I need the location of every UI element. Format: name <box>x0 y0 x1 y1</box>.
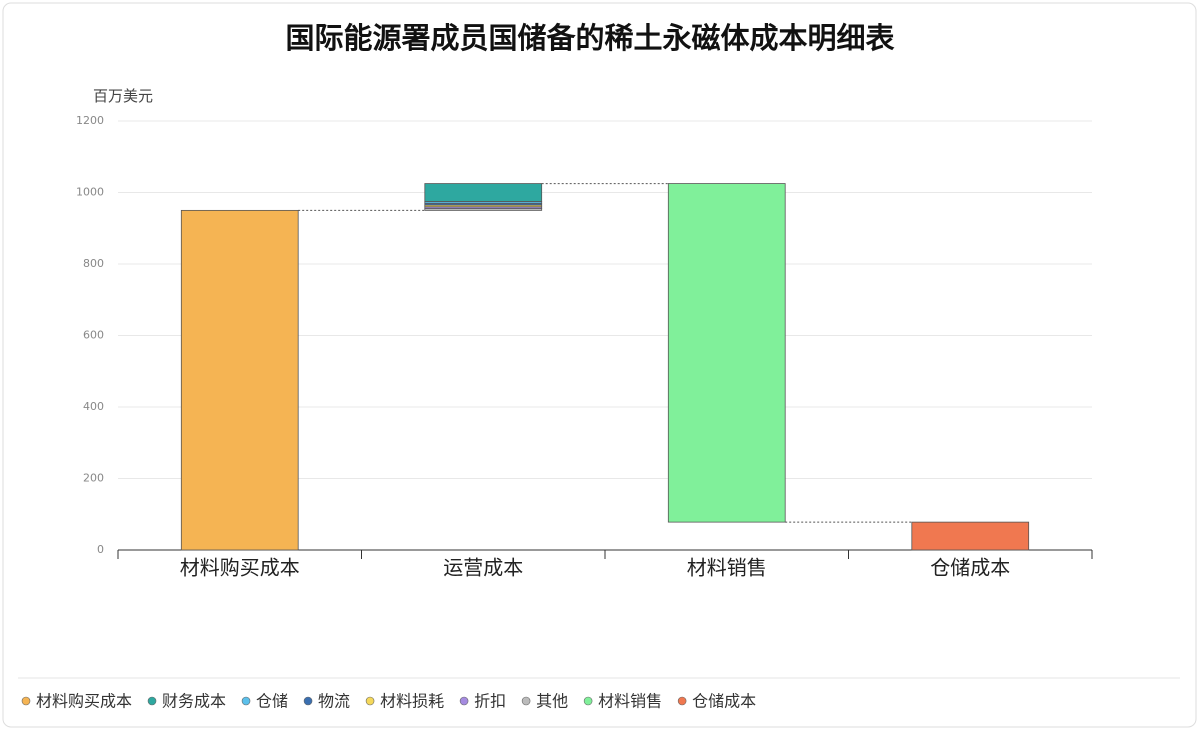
x-tick-label: 运营成本 <box>443 556 523 580</box>
bar <box>667 183 786 523</box>
legend-marker <box>677 696 687 706</box>
legend-label: 仓储 <box>256 692 288 711</box>
bar <box>911 521 1030 551</box>
legend-marker <box>583 696 593 706</box>
y-tick-label: 800 <box>83 257 104 270</box>
y-axis-label: 百万美元 <box>93 87 153 105</box>
legend-label: 材料购买成本 <box>36 692 132 711</box>
legend-label: 仓储成本 <box>692 692 756 711</box>
x-tick-label: 材料购买成本 <box>180 556 300 580</box>
legend-marker <box>365 696 375 706</box>
y-tick-label: 1200 <box>76 114 104 127</box>
legend-marker <box>147 696 157 706</box>
legend-label: 折扣 <box>474 692 506 711</box>
bar <box>180 209 299 551</box>
x-tick-label: 材料销售 <box>687 556 767 580</box>
legend-marker <box>521 696 531 706</box>
legend-label: 其他 <box>536 692 568 711</box>
x-tick-label: 仓储成本 <box>930 556 1010 580</box>
legend-label: 财务成本 <box>162 692 226 711</box>
y-tick-label: 400 <box>83 400 104 413</box>
legend-marker <box>459 696 469 706</box>
y-tick-label: 0 <box>97 543 104 556</box>
legend-label: 材料销售 <box>598 692 662 711</box>
chart-title: 国际能源署成员国储备的稀土永磁体成本明细表 <box>285 21 894 55</box>
y-tick-label: 200 <box>83 472 104 485</box>
legend-label: 物流 <box>318 692 350 711</box>
legend-label: 材料损耗 <box>380 692 444 711</box>
legend-marker <box>241 696 251 706</box>
y-tick-label: 600 <box>83 329 104 342</box>
y-tick-label: 1000 <box>76 186 104 199</box>
legend-marker <box>303 696 313 706</box>
legend-marker <box>21 696 31 706</box>
bar <box>424 183 543 202</box>
